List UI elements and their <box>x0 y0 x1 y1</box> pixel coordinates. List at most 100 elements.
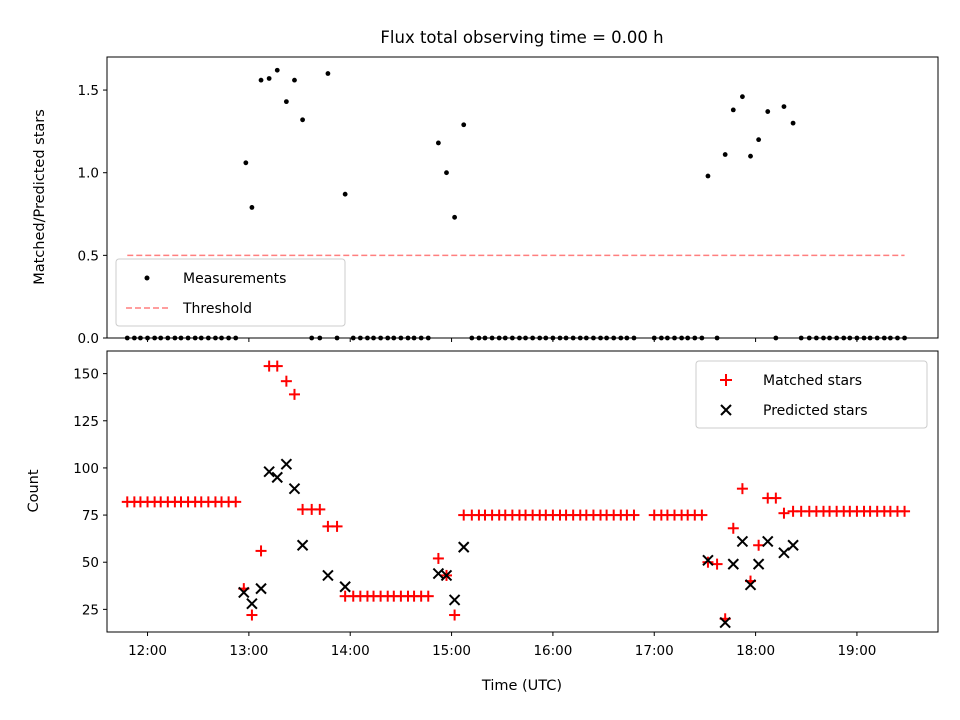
measurement-point <box>334 335 340 341</box>
measurement-point <box>887 335 893 341</box>
measurement-point <box>482 335 488 341</box>
measurement-point <box>509 335 515 341</box>
measurement-point <box>405 335 411 341</box>
matched-star-point <box>255 545 267 557</box>
top-y-tick-label: 1.0 <box>78 166 99 182</box>
measurement-point <box>365 335 370 341</box>
measurement-point <box>895 335 900 341</box>
measurement-point <box>624 335 630 341</box>
legend-measurements: Measurements <box>183 271 286 287</box>
matched-star-point <box>449 609 461 621</box>
measurement-point <box>577 335 583 341</box>
measurement-point <box>198 335 204 341</box>
measurement-point <box>591 335 596 341</box>
measurement-point <box>740 94 745 100</box>
measurement-point <box>158 335 164 341</box>
measurement-point <box>178 335 184 341</box>
measurement-point <box>489 335 495 341</box>
bottom-legend-box <box>695 360 928 429</box>
predicted-star-point <box>448 594 461 606</box>
measurement-point <box>411 335 417 341</box>
bottom-y-tick-label: 125 <box>73 414 99 430</box>
measurement-point <box>243 160 249 166</box>
measurement-point <box>357 335 363 341</box>
matched-star-point <box>314 503 326 515</box>
matched-star-point <box>899 505 911 517</box>
measurement-point <box>138 335 143 341</box>
bottom-plot-frame <box>106 350 939 633</box>
measurement-point <box>722 152 728 157</box>
measurement-point <box>730 107 736 113</box>
measurement-point <box>378 335 384 341</box>
measurement-point <box>530 335 536 341</box>
measurement-point <box>385 335 391 341</box>
measurement-point <box>435 140 441 146</box>
matched-star-point <box>711 558 723 570</box>
predicted-star-point <box>744 579 757 591</box>
bottom-x-tick-label: 12:00 <box>128 643 167 659</box>
measurement-point <box>213 335 218 341</box>
bottom-y-tick-label: 100 <box>73 461 99 477</box>
measurement-point <box>765 109 771 114</box>
measurement-point <box>714 335 720 341</box>
top-y-axis-label: Matched/Predicted stars <box>32 109 48 285</box>
matched-star-point <box>696 509 708 521</box>
measurement-point <box>611 335 617 341</box>
measurement-point <box>398 335 404 341</box>
bottom-x-tick-label: 13:00 <box>229 643 268 659</box>
measurement-point <box>806 335 812 341</box>
matched-star-point <box>702 556 714 568</box>
measurement-point <box>219 335 224 341</box>
matched-star-point <box>422 590 434 602</box>
matched-star-point <box>288 388 300 400</box>
bottom-y-tick-label: 50 <box>82 555 99 571</box>
chart-title: Flux total observing time = 0.00 h <box>380 28 663 47</box>
measurement-point <box>317 335 323 341</box>
bottom-x-tick-label: 15:00 <box>432 643 471 659</box>
predicted-star-point <box>339 581 351 593</box>
measurement-point <box>502 335 508 341</box>
measurement-point <box>496 335 502 341</box>
legend-matched-stars: Matched stars <box>763 373 862 389</box>
measurement-point <box>425 335 431 341</box>
matched-star-point <box>727 522 739 534</box>
bottom-x-tick-label: 16:00 <box>533 643 572 659</box>
measurement-point <box>821 335 826 341</box>
measurement-point <box>902 335 907 341</box>
top-y-axis: 0.0 0.5 1.0 1.5 <box>78 83 107 347</box>
predicted-star-point <box>255 582 267 595</box>
legend-threshold: Threshold <box>182 301 252 317</box>
measurement-point <box>604 335 610 341</box>
predicted-star-point <box>787 539 799 551</box>
top-legend: Measurements Threshold <box>115 258 346 327</box>
measurement-point <box>258 77 264 83</box>
measurement-point <box>563 335 569 341</box>
measurement-point <box>834 335 840 341</box>
measurement-point <box>847 335 853 341</box>
measurement-point <box>692 335 698 341</box>
measurement-point <box>756 137 762 143</box>
measurement-point <box>631 335 637 341</box>
predicted-star-point <box>458 541 470 553</box>
predicted-star-point <box>778 547 790 559</box>
predicted-star-point <box>296 539 309 551</box>
matched-star-point <box>628 509 640 521</box>
measurement-point <box>476 335 482 341</box>
measurement-point <box>679 335 685 341</box>
measurement-point <box>233 335 239 341</box>
measurement-point <box>165 335 171 341</box>
matched-star-point <box>280 375 292 387</box>
measurement-point <box>469 335 475 341</box>
measurement-point <box>773 335 779 341</box>
measurement-point <box>598 335 603 341</box>
bottom-y-tick-label: 150 <box>73 367 99 383</box>
predicted-star-point <box>280 458 293 470</box>
measurement-point <box>665 335 670 341</box>
measurement-point <box>152 335 158 341</box>
predicted-star-point <box>440 569 453 582</box>
measurement-point <box>172 335 178 341</box>
bottom-y-tick-label: 25 <box>82 602 99 618</box>
measurement-point <box>537 335 543 341</box>
measurement-point <box>391 335 397 341</box>
